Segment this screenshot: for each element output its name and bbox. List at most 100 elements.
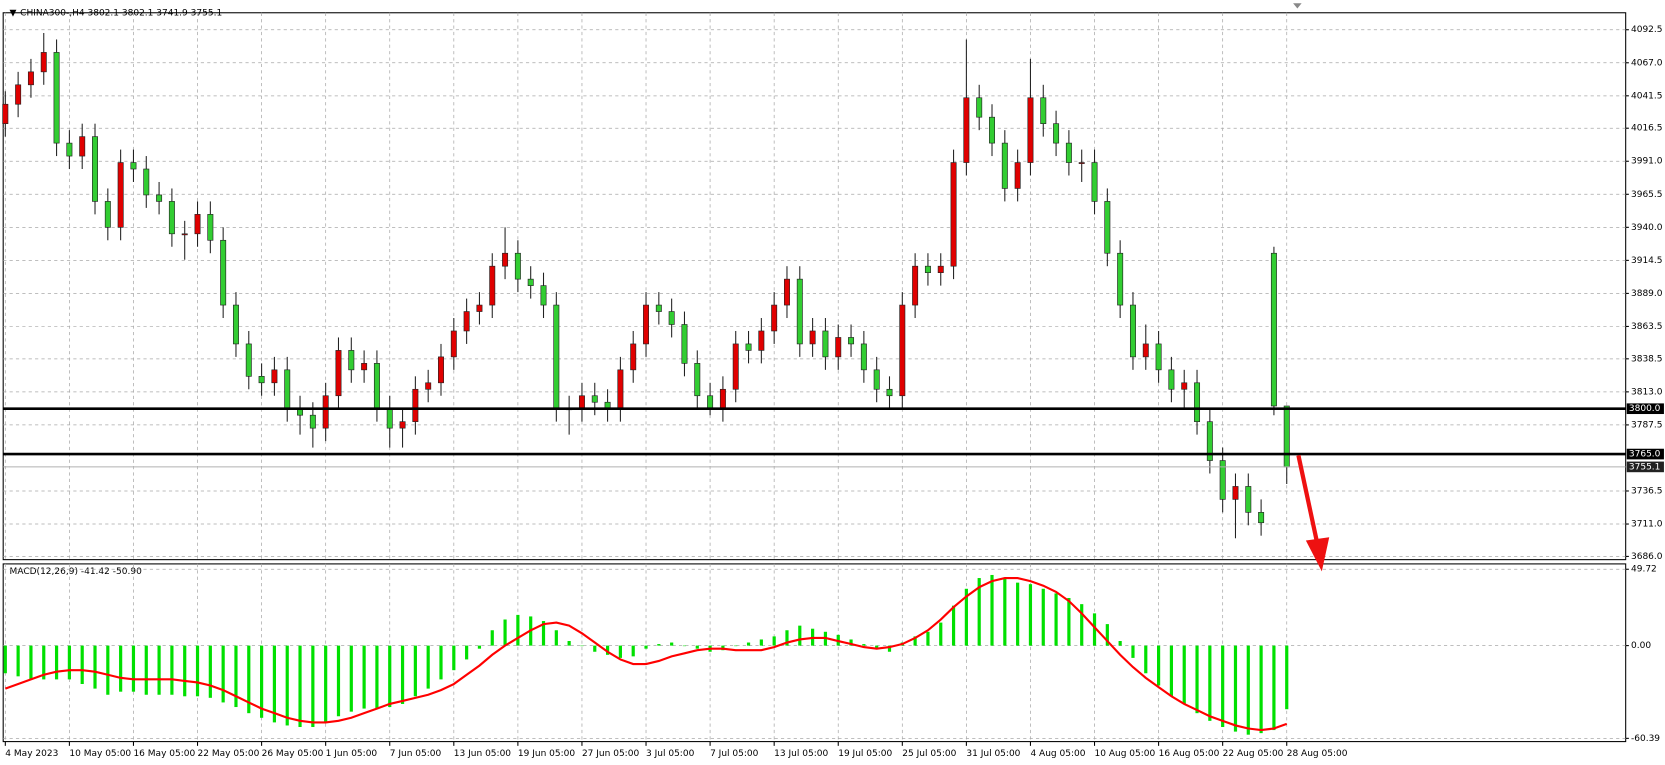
macd-bar bbox=[605, 645, 610, 655]
candle-body bbox=[1040, 97, 1047, 124]
candle-body bbox=[271, 369, 278, 384]
macd-bar bbox=[785, 630, 789, 646]
candle-body bbox=[1129, 304, 1136, 358]
y-tick-label: 3991.0 bbox=[1631, 157, 1663, 167]
candle-body bbox=[463, 311, 470, 332]
candle-body bbox=[1258, 512, 1265, 524]
macd-bar bbox=[580, 645, 584, 647]
macd-bar bbox=[1092, 613, 1097, 646]
candle-body bbox=[373, 363, 380, 410]
macd-bar bbox=[939, 622, 943, 646]
x-tick-label: 4 Aug 05:00 bbox=[1030, 749, 1085, 759]
candle-body bbox=[668, 311, 675, 325]
candle-body bbox=[835, 337, 842, 358]
candle-body bbox=[489, 265, 496, 306]
macd-bar bbox=[1259, 645, 1263, 734]
candle-body bbox=[1270, 252, 1277, 407]
shift-marker[interactable] bbox=[1293, 3, 1302, 9]
candle-body bbox=[591, 395, 598, 403]
candle-body bbox=[514, 252, 521, 280]
macd-bar bbox=[913, 636, 917, 646]
candle-body bbox=[1104, 201, 1111, 254]
x-tick-label: 16 May 05:00 bbox=[133, 749, 195, 759]
candle-body bbox=[1181, 382, 1188, 390]
x-tick-label: 7 Jul 05:00 bbox=[710, 749, 759, 759]
x-tick-label: 26 May 05:00 bbox=[262, 749, 324, 759]
macd-bar bbox=[490, 630, 494, 646]
candle-body bbox=[924, 265, 931, 273]
y-tick-label: 3863.5 bbox=[1631, 322, 1663, 332]
macd-bar bbox=[106, 645, 110, 695]
candle-body bbox=[732, 343, 739, 390]
macd-bar bbox=[54, 645, 59, 680]
y-tick-label: 3965.5 bbox=[1631, 190, 1663, 200]
candle-body bbox=[335, 350, 342, 397]
macd-bar bbox=[977, 578, 981, 646]
menu-triangle[interactable]: ▼ bbox=[10, 8, 17, 18]
y-tick-label: 3787.5 bbox=[1631, 420, 1663, 430]
macd-bar bbox=[541, 621, 546, 646]
candle-body bbox=[168, 201, 175, 235]
macd-bar bbox=[682, 645, 687, 647]
x-tick-label: 16 Aug 05:00 bbox=[1159, 749, 1220, 759]
macd-bar bbox=[695, 645, 699, 649]
candle-body bbox=[963, 97, 970, 163]
x-tick-label: 28 Aug 05:00 bbox=[1287, 749, 1348, 759]
candle-body bbox=[937, 265, 944, 273]
macd-bar bbox=[670, 642, 674, 646]
y-tick-label: 4092.5 bbox=[1631, 25, 1663, 35]
candle-body bbox=[2, 103, 9, 124]
y-tick-label: 3940.0 bbox=[1631, 223, 1663, 233]
macd-bar bbox=[618, 645, 622, 658]
macd-bar bbox=[1054, 593, 1058, 646]
candle-body bbox=[822, 330, 829, 358]
macd-bar bbox=[42, 645, 46, 680]
x-tick-label: 22 Aug 05:00 bbox=[1223, 749, 1284, 759]
macd-bar bbox=[131, 645, 136, 692]
macd-bar bbox=[362, 645, 366, 709]
candle-body bbox=[1091, 162, 1098, 202]
macd-bar bbox=[1208, 645, 1212, 721]
macd-bar bbox=[413, 645, 417, 697]
macd-bar bbox=[990, 574, 994, 646]
macd-bar bbox=[567, 641, 571, 646]
candle-body bbox=[1014, 162, 1021, 189]
candle-body bbox=[40, 52, 47, 73]
candle-body bbox=[399, 421, 406, 429]
macd-title: MACD(12,26,9) -41.42 -50.90 bbox=[10, 567, 143, 577]
macd-bar bbox=[644, 645, 648, 649]
candle-body bbox=[873, 369, 880, 390]
candle-body bbox=[1245, 486, 1252, 513]
macd-bar bbox=[631, 645, 635, 657]
macd-bar bbox=[336, 645, 341, 717]
candle-body bbox=[412, 388, 419, 422]
y-tick-label: 49.72 bbox=[1631, 565, 1657, 575]
candle-body bbox=[950, 162, 957, 267]
candle-body bbox=[1078, 162, 1085, 164]
macd-bar bbox=[926, 631, 930, 646]
y-tick-label: 0.00 bbox=[1631, 641, 1651, 651]
candle-body bbox=[899, 304, 906, 397]
price-label: 3755.1 bbox=[1629, 462, 1661, 472]
candle-body bbox=[809, 330, 816, 345]
macd-pane bbox=[2, 563, 1627, 743]
macd-bar bbox=[285, 645, 289, 726]
candle-body bbox=[1142, 343, 1149, 358]
macd-bar bbox=[1041, 588, 1045, 646]
candle-body bbox=[1168, 369, 1175, 390]
macd-bar bbox=[388, 645, 392, 708]
macd-bar bbox=[1105, 624, 1109, 646]
macd-bar bbox=[887, 645, 892, 652]
candle-body bbox=[438, 356, 444, 384]
candle-body bbox=[1117, 252, 1124, 306]
candle-body bbox=[681, 324, 688, 364]
x-tick-label: 10 Aug 05:00 bbox=[1095, 749, 1156, 759]
macd-bar bbox=[375, 645, 379, 709]
candle-body bbox=[92, 136, 98, 202]
candle-body bbox=[130, 162, 137, 170]
x-tick-label: 27 Jun 05:00 bbox=[582, 749, 639, 759]
x-tick-label: 10 May 05:00 bbox=[69, 749, 131, 759]
macd-bar bbox=[772, 636, 776, 646]
